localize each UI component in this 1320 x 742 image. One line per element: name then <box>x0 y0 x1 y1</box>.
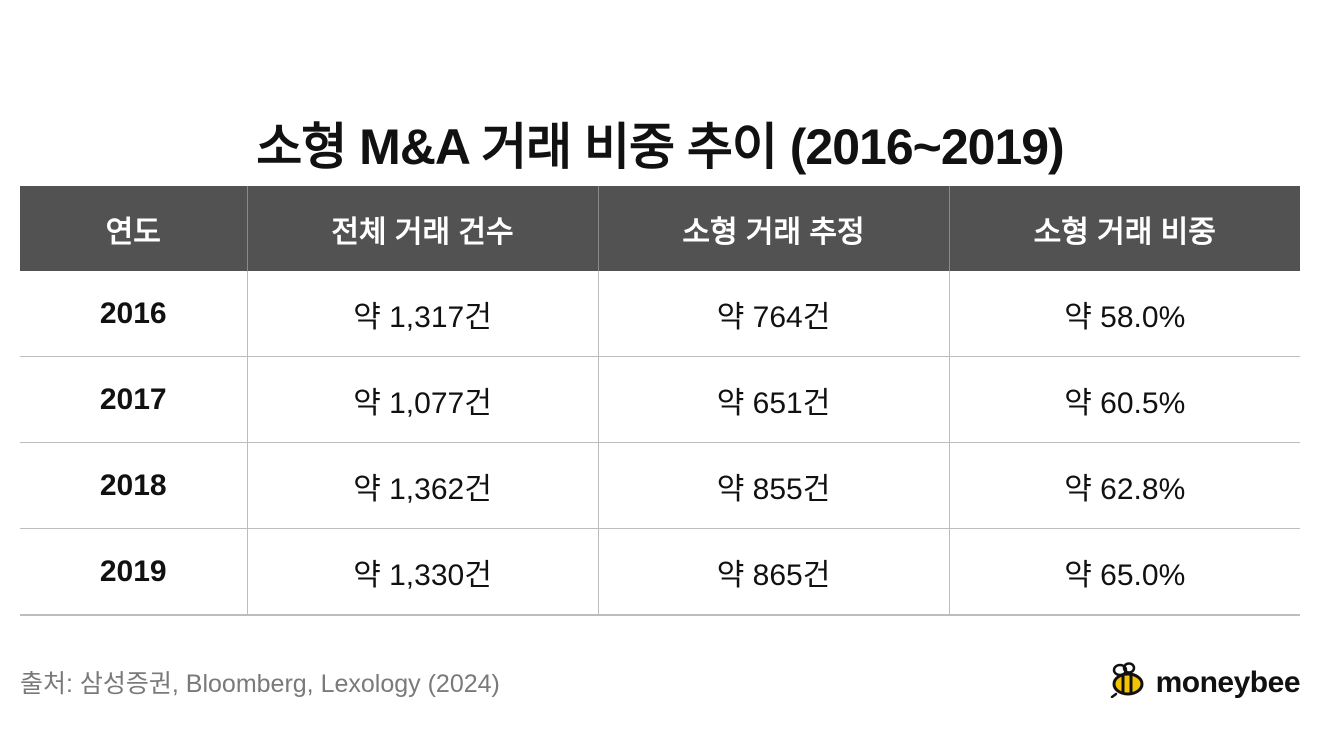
column-header: 소형 거래 비중 <box>948 186 1300 271</box>
page-title: 소형 M&A 거래 비중 추이 (2016~2019) <box>256 118 1064 175</box>
total-deals-cell: 약 1,330건 <box>246 528 598 616</box>
small-deals-cell: 약 855건 <box>597 442 949 529</box>
year-cell: 2016 <box>99 296 167 330</box>
data-table: 연도 전체 거래 건수 소형 거래 추정 소형 거래 비중 2016 약 1,3… <box>20 186 1300 616</box>
total-deals-cell: 약 1,317건 <box>246 271 598 357</box>
source-note: 출처: 삼성증권, Bloomberg, Lexology (2024) <box>20 670 500 698</box>
column-header: 전체 거래 건수 <box>246 186 598 271</box>
small-share-cell: 약 58.0% <box>948 271 1300 357</box>
small-deals-cell: 약 865건 <box>597 528 949 616</box>
total-deals-cell: 약 1,362건 <box>246 442 598 529</box>
column-header: 연도 <box>20 186 247 271</box>
small-deals-cell: 약 764건 <box>597 271 949 357</box>
brand-name: moneybee <box>1155 665 1301 699</box>
small-share-cell: 약 65.0% <box>948 528 1300 616</box>
table-row: 2018 약 1,362건 약 855건 약 62.8% <box>20 442 1300 529</box>
year-cell: 2019 <box>20 528 247 616</box>
table-header-row: 연도 전체 거래 건수 소형 거래 추정 소형 거래 비중 <box>20 186 1300 271</box>
year-cell: 2017 <box>20 356 247 443</box>
small-deals-cell: 약 651건 <box>597 356 949 443</box>
total-deals-cell: 약 1,077건 <box>246 356 598 443</box>
small-share-cell: 약 62.8% <box>948 442 1300 529</box>
table-row: 2019 약 1,330건 약 865건 약 65.0% <box>20 528 1300 616</box>
year-cell: 2018 <box>20 442 247 529</box>
bee-icon <box>1110 662 1150 703</box>
table-row: 2017 약 1,077건 약 651건 약 60.5% <box>20 356 1300 443</box>
small-share-cell: 약 60.5% <box>948 356 1300 443</box>
table-row: 2016 약 1,317건 약 764건 약 58.0% <box>20 271 1300 357</box>
brand-logo: moneybee <box>1110 662 1301 703</box>
column-header: 소형 거래 추정 <box>597 186 949 271</box>
